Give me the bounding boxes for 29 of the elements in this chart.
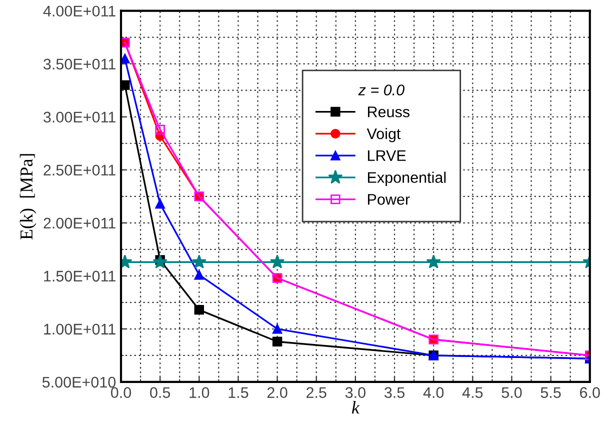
x-axis-title: k xyxy=(352,401,360,414)
legend-label: LRVE xyxy=(368,150,406,161)
y-tick-label: 1.00E+011 xyxy=(44,324,116,335)
x-tick-label: 0.0 xyxy=(110,387,132,398)
y-tick-label: 2.50E+011 xyxy=(44,164,116,176)
y-tick-label: 3.50E+011 xyxy=(44,58,116,70)
x-tick-label: 4.5 xyxy=(462,387,483,398)
legend-label: Voigt xyxy=(366,128,401,142)
y-tick-label: 4.00E+011 xyxy=(43,6,116,17)
x-tick-label: 0.5 xyxy=(150,387,170,398)
x-tick-label: 3.0 xyxy=(345,387,366,398)
x-tick-label: 2.5 xyxy=(306,387,326,398)
y-tick-label: 3.00E+011 xyxy=(44,112,116,123)
x-tick-label: 4.0 xyxy=(423,387,444,398)
x-tick-label: 2.0 xyxy=(267,387,288,398)
x-tick-label: 5.0 xyxy=(502,387,522,398)
legend-label: Power xyxy=(368,194,410,205)
x-tick-label: 3.5 xyxy=(384,387,404,398)
y-tick-label: 1.50E+011 xyxy=(44,270,116,282)
y-tick-label: 5.00E+010 xyxy=(42,376,116,388)
x-tick-label: 6.0 xyxy=(580,387,600,398)
x-tick-label: 5.5 xyxy=(540,387,561,398)
x-tick-label: 1.5 xyxy=(228,387,248,398)
legend-label: Reuss xyxy=(368,106,410,118)
y-tick-label: 2.00E+011 xyxy=(44,218,116,229)
y-axis-title: E(k) [MPa] xyxy=(20,154,36,240)
x-tick-label: 1.0 xyxy=(190,387,210,398)
legend-label: Exponential xyxy=(368,172,446,186)
legend-title: z = 0.0 xyxy=(358,84,404,96)
